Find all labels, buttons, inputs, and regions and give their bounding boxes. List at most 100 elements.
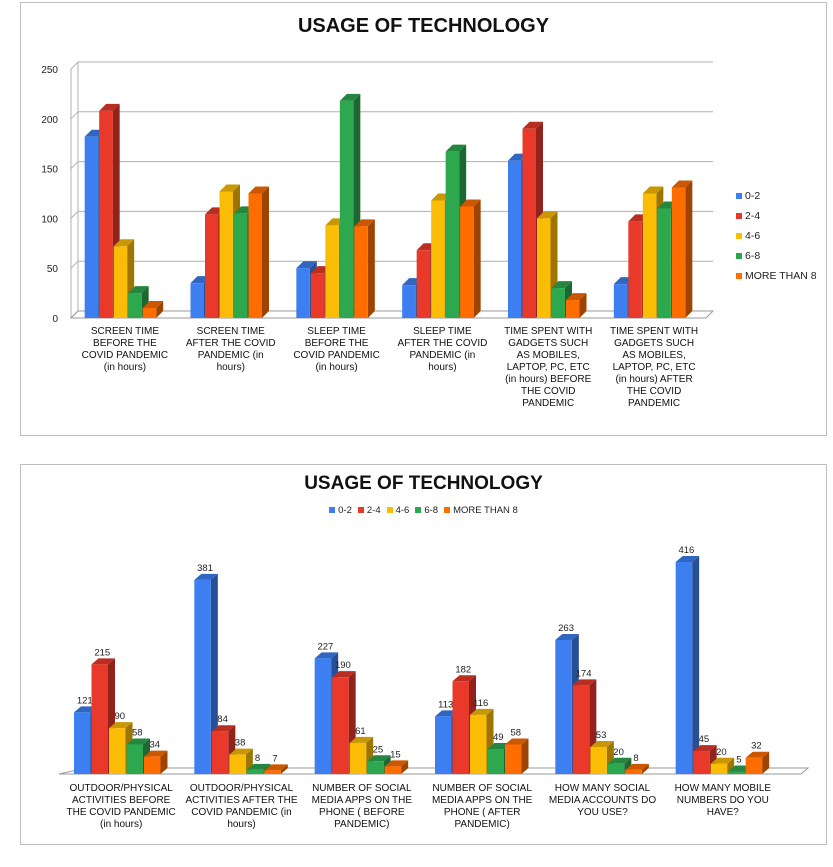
legend-swatch (736, 193, 742, 200)
data-label: 58 (510, 727, 521, 738)
x-category-label: SCREEN TIME BEFORE THE COVID PANDEMIC (in h… (81, 326, 169, 373)
legend-item: MORE THAN 8 (736, 269, 817, 289)
data-label: 15 (390, 749, 401, 760)
legend-label: 4-6 (745, 230, 761, 242)
legend-label: 2-4 (745, 210, 761, 222)
legend-swatch (415, 507, 422, 514)
legend-label: MORE THAN 8 (745, 270, 817, 282)
data-label: 174 (576, 668, 592, 679)
legend-swatch (444, 507, 451, 514)
legend-label: 2-4 (366, 505, 381, 516)
legend-item: 2-4 (357, 505, 381, 516)
bar-0-2 (194, 573, 218, 774)
data-label: 8 (255, 753, 260, 764)
x-category-label: SLEEP TIME BEFORE THE COVID PANDEMIC (in ho… (293, 326, 380, 373)
data-label: 116 (473, 698, 488, 709)
data-label: 38 (235, 738, 246, 749)
data-label: 381 (197, 563, 213, 574)
data-label: 49 (493, 732, 504, 743)
legend-item: 0-2 (329, 505, 352, 516)
chart-floor (69, 310, 715, 319)
data-label: 90 (114, 711, 125, 722)
chart-panel-top: USAGE OF TECHNOLOGY 0 50 100 150 200 250 0-2 2… (20, 2, 827, 436)
data-label: 7 (272, 753, 277, 764)
bar-4-6 (710, 757, 735, 774)
data-label: 121 (77, 695, 93, 706)
y-tick-label: 100 (41, 214, 58, 225)
gridlines (70, 61, 713, 319)
data-label: 8 (633, 753, 638, 764)
bar-more-than-8 (671, 180, 693, 318)
legend-swatch (357, 507, 364, 514)
x-category-label: OUTDOOR/PHYSICAL ACTIVITIES AFTER THE COVI… (185, 783, 298, 830)
bar-chart-bottom: 121 381 227 113 263 416 215 84 190 182 174 45 90 38 61… (58, 545, 810, 775)
legend-swatch (736, 253, 742, 260)
data-label: 416 (678, 545, 694, 556)
data-label: 34 (149, 740, 160, 751)
x-category-label: OUTDOOR/PHYSICAL ACTIVITIES BEFORE THE COV… (66, 783, 176, 830)
data-label: 25 (373, 744, 384, 755)
legend-label: 6-8 (745, 250, 761, 262)
data-label: 227 (317, 641, 333, 652)
legend-label: 4-6 (395, 505, 410, 516)
bar-more-than-8 (248, 186, 269, 318)
y-tick-label: 250 (41, 65, 58, 76)
legend-item: 0-2 (736, 189, 817, 209)
legend-swatch (736, 213, 742, 220)
chart-title: USAGE OF TECHNOLOGY (297, 15, 550, 37)
x-category-label: NUMBER OF SOCIAL MEDIA APPS ON THE PHONE (… (311, 783, 413, 830)
y-tick-label: 200 (41, 115, 58, 126)
data-label: 5 (736, 754, 741, 765)
data-label: 215 (94, 647, 110, 658)
x-category-label: TIME SPENT WITH GADGETS SUCH AS MOBILES, LA… (504, 326, 593, 409)
legend-item: 2-4 (736, 209, 817, 229)
data-label: 20 (716, 747, 727, 758)
data-label: 20 (613, 747, 624, 758)
chart-title: USAGE OF TECHNOLOGY (304, 473, 543, 494)
legend-label: 0-2 (338, 505, 352, 516)
data-label: 190 (335, 660, 351, 671)
bar-more-than-8 (142, 301, 164, 318)
x-category-label: HOW MANY MOBILE NUMBERS DO YOU HAVE? (674, 783, 772, 818)
legend-swatch (386, 507, 393, 514)
data-label: 45 (699, 734, 710, 745)
legend-label: MORE THAN 8 (453, 505, 518, 516)
bar-more-than-8 (354, 219, 375, 318)
x-category-label: SLEEP TIME AFTER THE COVID PANDEMIC (in hou… (397, 326, 488, 373)
data-label: 61 (355, 726, 366, 737)
bar-more-than-8 (505, 738, 529, 774)
legend-item: 4-6 (386, 505, 410, 516)
bar-more-than-8 (264, 764, 288, 774)
bar-more-than-8 (566, 293, 587, 318)
data-label: 113 (438, 699, 453, 710)
x-category-label: TIME SPENT WITH GADGETS SUCH AS MOBILES, LA… (609, 326, 699, 409)
data-label: 32 (751, 741, 762, 752)
legend: 0-2 2-4 4-6 6-8 MORE THAN 8 (736, 189, 817, 289)
legend-label: 6-8 (424, 505, 439, 516)
bar-chart-top: 0 50 100 150 200 250 (41, 61, 715, 325)
bar-more-than-8 (745, 751, 770, 774)
bar-more-than-8 (625, 763, 649, 774)
bar-more-than-8 (144, 750, 168, 774)
legend-swatch (736, 233, 742, 240)
x-category-label: SCREEN TIME AFTER THE COVID PANDEMIC (in ho… (185, 326, 276, 373)
bar-0-2 (675, 556, 700, 774)
legend-item: 6-8 (415, 505, 438, 516)
y-tick-label: 150 (41, 165, 58, 176)
data-label: 58 (132, 727, 143, 738)
bar-more-than-8 (384, 760, 409, 774)
data-label: 53 (596, 730, 607, 741)
legend-swatch (329, 507, 336, 514)
legend-item: 6-8 (736, 249, 817, 269)
data-label: 84 (217, 714, 228, 725)
y-tick-label: 50 (47, 264, 59, 275)
data-label: 182 (455, 664, 471, 675)
x-category-label: NUMBER OF SOCIAL MEDIA APPS ON THE PHONE (… (431, 783, 533, 830)
legend-item: 4-6 (736, 229, 817, 249)
data-label: 263 (558, 623, 574, 634)
legend-swatch (736, 273, 742, 280)
x-category-label: HOW MANY SOCIAL MEDIA ACCOUNTS DO YOU USE? (548, 783, 657, 818)
legend-item: MORE THAN 8 (444, 505, 518, 516)
bar-2-4 (693, 745, 717, 774)
legend-label: 0-2 (745, 190, 761, 202)
